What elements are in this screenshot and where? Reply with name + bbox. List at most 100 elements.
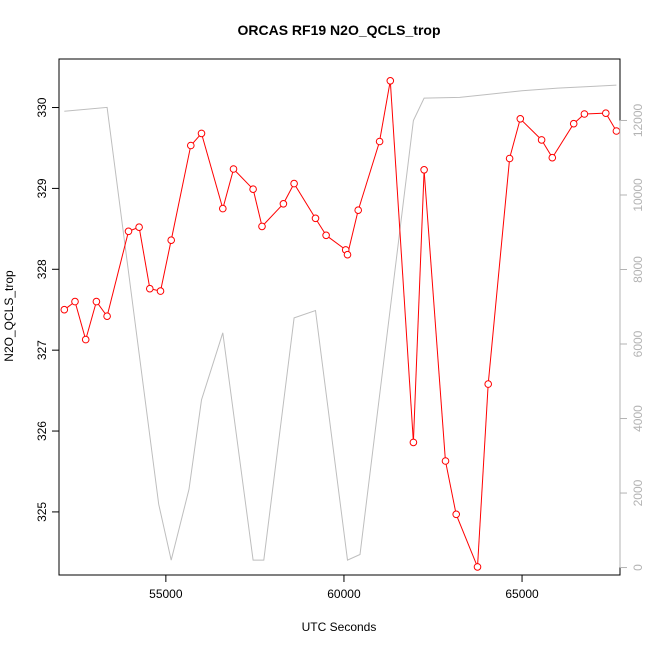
primary-series-point bbox=[219, 204, 227, 213]
primary-series-point bbox=[409, 438, 418, 447]
primary-series-segment bbox=[358, 144, 380, 208]
primary-series-segment bbox=[413, 173, 425, 440]
primary-series-point bbox=[343, 250, 352, 259]
primary-series-point bbox=[124, 227, 133, 236]
primary-series-segment bbox=[160, 243, 171, 289]
primary-series-point bbox=[569, 119, 578, 128]
primary-series-segment bbox=[390, 84, 414, 440]
chart-title: ORCAS RF19 N2O_QCLS_trop bbox=[237, 22, 440, 38]
y2-tick-label: 2000 bbox=[631, 479, 645, 506]
primary-series-point bbox=[187, 141, 195, 150]
primary-series-segment bbox=[171, 148, 191, 238]
primary-series-segment bbox=[575, 115, 583, 122]
primary-series-point bbox=[452, 510, 461, 519]
primary-series-point bbox=[311, 214, 320, 223]
primary-series-segment bbox=[86, 304, 96, 337]
y2-tick-label: 4000 bbox=[631, 405, 645, 432]
primary-series-segment bbox=[445, 464, 456, 512]
y-tick-label: 326 bbox=[35, 421, 49, 441]
y-tick-label: 325 bbox=[35, 502, 49, 522]
primary-series-point bbox=[229, 165, 238, 173]
primary-series-point bbox=[602, 109, 610, 117]
y2-tick-label: 12000 bbox=[631, 103, 645, 137]
primary-series-segment bbox=[553, 126, 573, 156]
primary-series-point bbox=[612, 127, 621, 135]
primary-series-segment bbox=[542, 142, 552, 156]
primary-series-point bbox=[167, 236, 175, 244]
primary-series-segment bbox=[477, 387, 489, 564]
y-axis-label: N2O_QCLS_trop bbox=[2, 270, 16, 362]
primary-series-segment bbox=[253, 192, 262, 224]
primary-series-point bbox=[103, 312, 111, 321]
primary-series-segment bbox=[131, 227, 137, 231]
primary-series-point bbox=[375, 137, 384, 146]
primary-series-segment bbox=[75, 304, 86, 337]
y2-tick-label: 6000 bbox=[631, 330, 645, 357]
primary-series-segment bbox=[316, 220, 325, 233]
primary-series-point bbox=[354, 206, 363, 214]
primary-series-segment bbox=[295, 186, 315, 216]
x-axis-label: UTC Seconds bbox=[302, 620, 377, 634]
primary-series-point bbox=[197, 129, 206, 138]
primary-series-point bbox=[516, 115, 525, 123]
y2-tick-label: 8000 bbox=[631, 256, 645, 283]
y-tick-label: 330 bbox=[35, 97, 49, 117]
primary-series-point bbox=[441, 457, 450, 465]
y-tick-label: 329 bbox=[35, 178, 49, 198]
primary-series-point bbox=[156, 287, 165, 295]
primary-series-point bbox=[420, 166, 428, 174]
primary-series-point bbox=[484, 380, 493, 388]
x-tick-label: 65000 bbox=[505, 587, 539, 601]
primary-series-point bbox=[258, 222, 266, 231]
primary-series-point bbox=[249, 185, 257, 193]
y-axis-right: 0 2000 4000 6000 8000 10000 12000 bbox=[619, 103, 645, 571]
primary-series-segment bbox=[456, 517, 477, 565]
primary-series-point bbox=[92, 297, 101, 306]
primary-series-segment bbox=[263, 205, 282, 225]
x-tick-label: 55000 bbox=[149, 587, 183, 601]
y2-tick-label: 0 bbox=[631, 564, 645, 571]
primary-series-segment bbox=[201, 136, 223, 206]
primary-series-point bbox=[580, 110, 589, 118]
y-axis-left: 325 326 327 328 329 330 bbox=[35, 97, 60, 522]
primary-series-point bbox=[60, 305, 69, 314]
primary-series-segment bbox=[284, 186, 293, 202]
primary-series-segment bbox=[152, 288, 158, 291]
primary-series-segment bbox=[235, 171, 252, 188]
primary-series-segment bbox=[97, 304, 106, 314]
primary-series-segment bbox=[107, 234, 129, 314]
x-tick-label: 60000 bbox=[327, 587, 361, 601]
primary-series-segment bbox=[139, 230, 150, 286]
primary-series-segment bbox=[347, 213, 358, 252]
primary-series-segment bbox=[423, 173, 446, 458]
primary-series bbox=[60, 77, 621, 571]
primary-series-segment bbox=[192, 135, 200, 144]
primary-series-segment bbox=[379, 84, 391, 139]
primary-series-point bbox=[290, 179, 298, 188]
primary-series-point bbox=[537, 136, 546, 144]
primary-series-point bbox=[548, 153, 557, 162]
primary-series-point bbox=[81, 335, 90, 344]
primary-series-point bbox=[279, 200, 288, 208]
primary-series-segment bbox=[66, 303, 73, 309]
primary-series-segment bbox=[607, 115, 616, 129]
y-tick-label: 327 bbox=[35, 340, 49, 360]
primary-series-segment bbox=[522, 120, 540, 138]
primary-series-point bbox=[473, 563, 482, 571]
primary-series-point bbox=[135, 223, 143, 231]
primary-series-point bbox=[146, 284, 154, 293]
primary-series-point bbox=[71, 297, 79, 306]
primary-series-segment bbox=[587, 112, 603, 115]
primary-series-segment bbox=[328, 236, 344, 249]
primary-series-point bbox=[322, 231, 330, 240]
primary-series-segment bbox=[488, 161, 510, 381]
primary-series-segment bbox=[509, 121, 520, 156]
secondary-series-line bbox=[64, 84, 617, 561]
primary-series-segment bbox=[223, 172, 234, 206]
y2-tick-label: 10000 bbox=[631, 178, 645, 212]
secondary-series bbox=[64, 84, 617, 561]
y-tick-label: 328 bbox=[35, 259, 49, 279]
primary-series-point bbox=[386, 77, 395, 85]
primary-series-point bbox=[505, 154, 514, 163]
